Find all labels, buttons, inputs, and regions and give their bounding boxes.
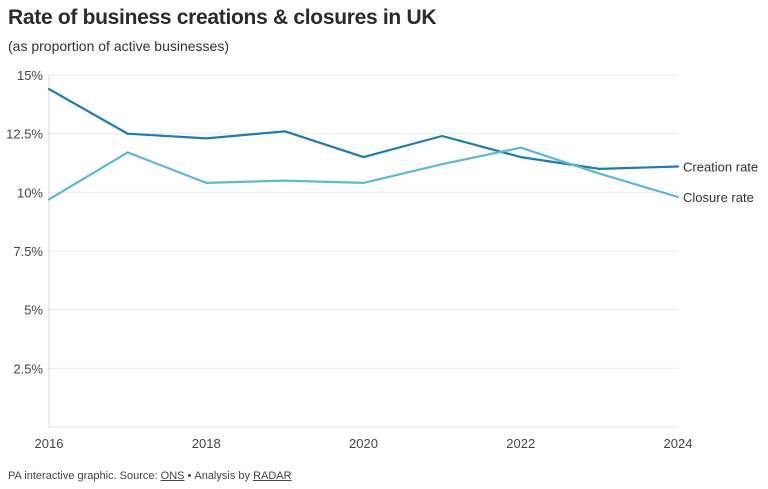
y-tick-label: 2.5% (13, 361, 43, 376)
y-tick-label: 5% (24, 303, 43, 318)
y-tick-label: 12.5% (6, 127, 43, 142)
x-tick-label: 2018 (192, 436, 221, 451)
footer-prefix: PA interactive graphic. Source: (8, 470, 161, 482)
x-tick-label: 2024 (664, 436, 693, 451)
footer-analysis-prefix: Analysis by (194, 470, 254, 482)
footer-separator: • (187, 470, 192, 482)
series-label: Closure rate (683, 190, 754, 205)
y-tick-label: 7.5% (13, 244, 43, 259)
y-tick-label: 15% (17, 68, 43, 83)
x-tick-label: 2020 (349, 436, 378, 451)
analysis-link-radar[interactable]: RADAR (253, 470, 292, 482)
source-footer: PA interactive graphic. Source: ONS • Anal… (8, 470, 292, 482)
series-label: Creation rate (683, 160, 758, 175)
x-tick-label: 2016 (35, 436, 64, 451)
series-line-creation-rate (47, 87, 680, 170)
y-tick-label: 10% (17, 185, 43, 200)
source-link-ons[interactable]: ONS (160, 470, 185, 482)
series-line-closure-rate (47, 146, 680, 201)
chart-title: Rate of business creations & closures in… (8, 6, 437, 29)
chart-subtitle: (as proportion of active businesses) (8, 38, 229, 54)
x-tick-label: 2022 (506, 436, 535, 451)
